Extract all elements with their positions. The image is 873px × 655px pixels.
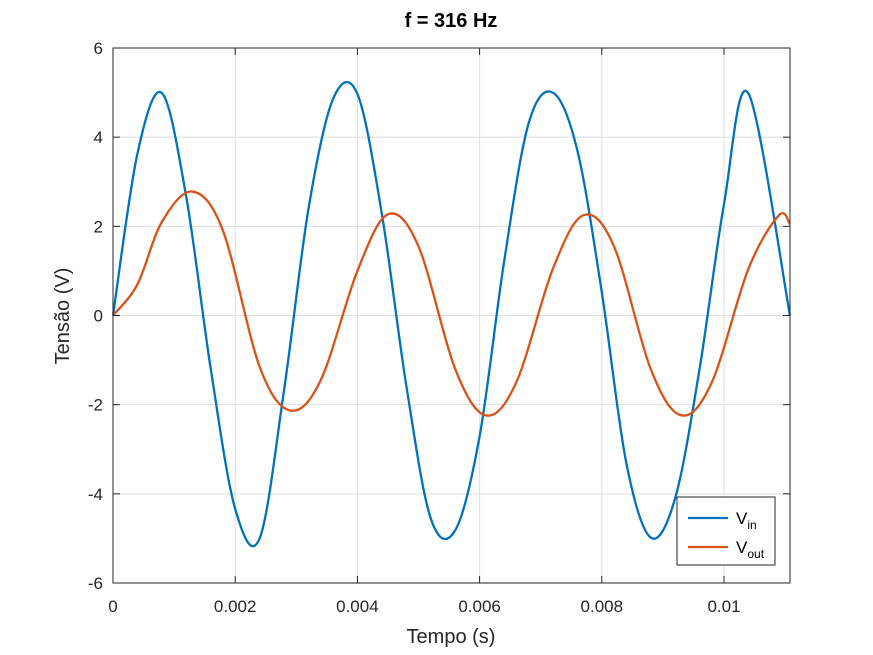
y-tick-label: -4 (88, 485, 103, 504)
series-line-v-out (112, 190, 791, 417)
series-lines (111, 81, 792, 548)
axis-ticks (112, 47, 790, 584)
x-tick-label: 0 (108, 597, 117, 616)
y-tick-label: -6 (88, 574, 103, 593)
y-tick-label: 6 (94, 39, 103, 58)
y-tick-label: 2 (94, 217, 103, 236)
legend-label-v-out: Vout (736, 538, 765, 561)
series-line-v-in (111, 81, 792, 548)
x-axis-label: Tempo (s) (407, 626, 496, 648)
legend: Vin Vout (676, 496, 776, 566)
x-tick-label: 0.006 (458, 597, 501, 616)
tick-labels: 0 0.002 0.004 0.006 0.008 0.01 -6 -4 -2 0 2 4 6 (88, 39, 741, 616)
x-tick-label: 0.01 (707, 597, 740, 616)
x-tick-label: 0.002 (214, 597, 257, 616)
y-tick-label: -2 (88, 396, 103, 415)
legend-box (676, 496, 776, 566)
x-tick-label: 0.004 (336, 597, 379, 616)
y-tick-label: 0 (94, 307, 103, 326)
y-axis-label: Tensão (V) (52, 268, 74, 365)
x-tick-label: 0.008 (581, 597, 624, 616)
legend-label-v-in: Vin (736, 509, 757, 532)
chart-title: f = 316 Hz (405, 10, 498, 32)
y-tick-label: 4 (94, 128, 103, 147)
